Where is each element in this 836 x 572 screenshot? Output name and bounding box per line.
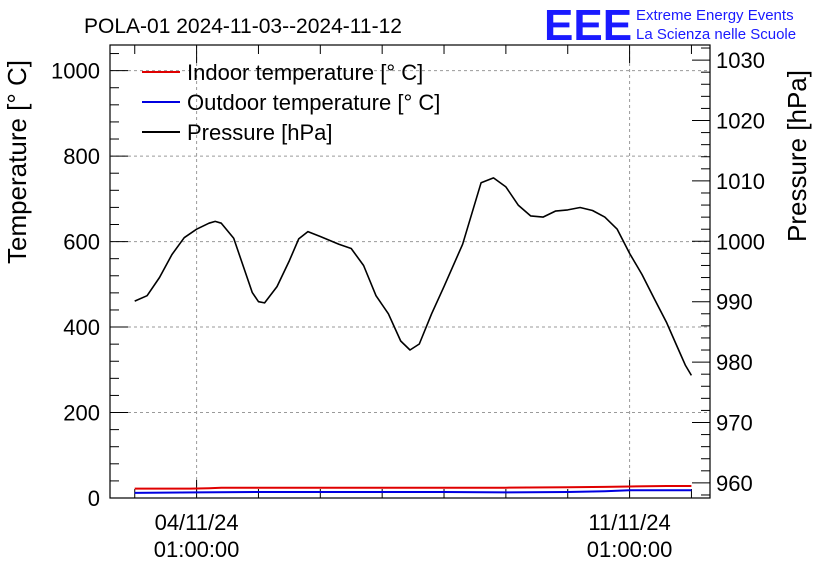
series-layer: [134, 177, 693, 494]
chart-title: POLA-01 2024-11-03--2024-11-12: [84, 15, 402, 38]
y2-tick-label: 970: [716, 411, 753, 436]
logo-line-1: Extreme Energy Events: [636, 7, 794, 24]
legend: Indoor temperature [° C] Outdoor tempera…: [142, 60, 440, 145]
y-tick-label: 400: [63, 315, 100, 340]
y-tick-label: 200: [63, 401, 100, 426]
eee-logo: EEE Extreme Energy Events La Scienza nel…: [544, 1, 796, 50]
axes: 0 200 400 600 800 1000 960 970 980 990 1000 1010 102…: [51, 45, 765, 562]
grid-lines: [110, 45, 710, 498]
y-tick-label: 0: [88, 486, 100, 511]
y-axis-title: Temperature [° C]: [2, 60, 32, 264]
y-tick-label: 600: [63, 230, 100, 255]
series-outdoor-temperature: [134, 489, 692, 494]
plot-frame: [109, 44, 711, 499]
eee-logo-mark: EEE: [544, 1, 632, 50]
y2-tick-label: 960: [716, 471, 753, 496]
legend-label-pressure: Pressure [hPa]: [187, 120, 333, 145]
y-tick-label: 1000: [51, 59, 100, 84]
y2-tick-label: 990: [716, 290, 753, 315]
series-indoor-temperature: [134, 485, 692, 490]
legend-label-indoor: Indoor temperature [° C]: [187, 60, 423, 85]
x-tick-label-time: 01:00:00: [154, 537, 240, 562]
x-tick-label-date: 04/11/24: [155, 510, 239, 535]
y2-tick-label: 1010: [716, 169, 765, 194]
y2-tick-label: 1030: [716, 48, 765, 73]
x-tick-label-date: 11/11/24: [588, 510, 670, 535]
y2-axis-title: Pressure [hPa]: [782, 70, 812, 242]
series-pressure: [134, 177, 693, 376]
y2-tick-label: 1000: [716, 229, 765, 254]
logo-line-2: La Scienza nelle Scuole: [636, 26, 796, 43]
legend-label-outdoor: Outdoor temperature [° C]: [187, 90, 440, 115]
y-tick-label: 800: [63, 144, 100, 169]
y2-tick-label: 980: [716, 350, 753, 375]
x-tick-label-time: 01:00:00: [587, 537, 673, 562]
y2-tick-label: 1020: [716, 109, 765, 134]
